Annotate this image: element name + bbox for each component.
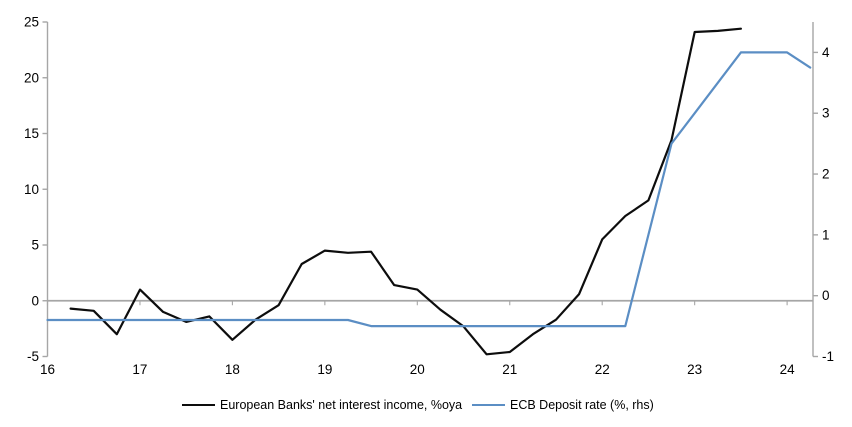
right-axis-ticks <box>813 51 818 358</box>
left-axis-ticks <box>42 21 48 358</box>
left-axis-tick-label: 20 <box>24 70 39 85</box>
x-axis-tick-labels: 16 17 18 19 20 21 22 23 24 <box>40 362 795 377</box>
nii-series-line <box>69 27 743 356</box>
right-axis-tick-label: 0 <box>822 288 830 303</box>
x-axis-tick-label: 20 <box>410 362 425 377</box>
x-axis-tick-label: 23 <box>687 362 702 377</box>
x-axis-tick-label: 21 <box>502 362 517 377</box>
right-axis-tick-label: 2 <box>822 167 830 182</box>
left-axis-tick-label: 5 <box>31 238 39 253</box>
x-axis-tick-label: 22 <box>595 362 610 377</box>
nii-line-swatch <box>182 404 215 406</box>
left-axis-tick-label: 25 <box>24 15 39 30</box>
ecb-line-swatch <box>472 404 505 406</box>
x-axis-tick-label: 19 <box>317 362 332 377</box>
right-axis-tick-label: 1 <box>822 227 830 242</box>
x-axis-tick-label: 24 <box>780 362 796 377</box>
right-axis-tick-labels: 4 3 2 1 0 -1 <box>822 45 834 364</box>
left-axis-tick-label: 10 <box>24 182 39 197</box>
right-axis-tick-label: 3 <box>822 106 830 121</box>
x-axis-tick-label: 18 <box>225 362 240 377</box>
x-axis-tick-label: 16 <box>40 362 55 377</box>
left-axis-tick-label: -5 <box>27 349 39 364</box>
legend-label-ecb: ECB Deposit rate (%, rhs) <box>510 398 654 412</box>
right-axis-tick-label: 4 <box>822 45 830 60</box>
legend: European Banks' net interest income, %oy… <box>0 397 852 417</box>
left-axis-tick-labels: 25 20 15 10 5 0 -5 <box>24 15 39 365</box>
legend-item-ecb: ECB Deposit rate (%, rhs) <box>472 397 654 413</box>
x-axis-tick-label: 17 <box>132 362 147 377</box>
right-axis-tick-label: -1 <box>822 349 834 364</box>
legend-label-nii: European Banks' net interest income, %oy… <box>220 398 463 412</box>
left-axis-tick-label: 0 <box>31 293 39 308</box>
legend-item-nii: European Banks' net interest income, %oy… <box>182 397 462 413</box>
left-axis-tick-label: 15 <box>24 126 39 141</box>
ecb-series-line <box>46 51 812 328</box>
